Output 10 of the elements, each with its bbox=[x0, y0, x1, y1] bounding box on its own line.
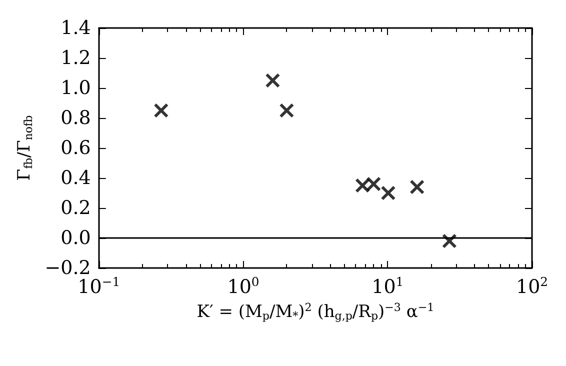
y-tick-label: 0.4 bbox=[60, 167, 91, 189]
y-tick-label: 0.6 bbox=[60, 137, 91, 159]
y-tick-label: 1.4 bbox=[60, 17, 91, 39]
y-tick-label: 1.0 bbox=[60, 77, 91, 99]
y-tick-label: 0.8 bbox=[60, 107, 91, 129]
y-tick-label: −0.2 bbox=[44, 257, 91, 279]
y-tick-label: 1.2 bbox=[60, 47, 91, 69]
y-tick-label: 0.2 bbox=[60, 197, 91, 219]
y-tick-label: 0.0 bbox=[60, 227, 91, 249]
y-axis-title: Γfb/Γnofb bbox=[14, 115, 35, 181]
